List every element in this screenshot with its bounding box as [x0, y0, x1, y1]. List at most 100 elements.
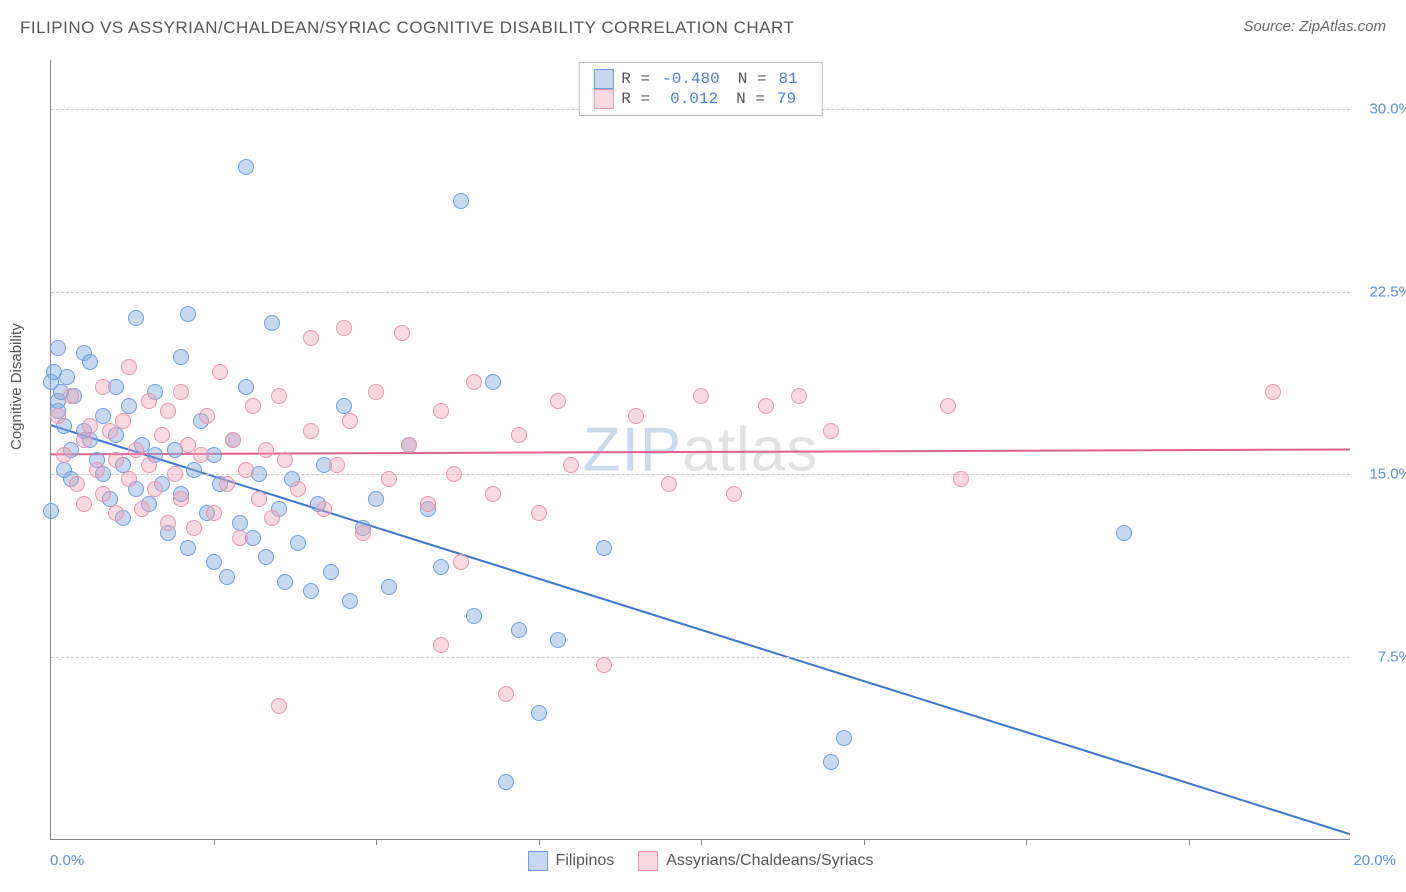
scatter-point: [186, 520, 202, 536]
scatter-point: [791, 388, 807, 404]
scatter-point: [271, 388, 287, 404]
scatter-point: [336, 320, 352, 336]
n-label: N =: [738, 70, 767, 88]
scatter-point: [433, 403, 449, 419]
scatter-point: [186, 462, 202, 478]
scatter-point: [128, 442, 144, 458]
scatter-point: [134, 501, 150, 517]
scatter-point: [277, 452, 293, 468]
x-tick-mark: [214, 839, 215, 845]
scatter-point: [225, 432, 241, 448]
x-tick-mark: [539, 839, 540, 845]
scatter-point: [76, 496, 92, 512]
scatter-point: [108, 452, 124, 468]
scatter-point: [453, 554, 469, 570]
header: FILIPINO VS ASSYRIAN/CHALDEAN/SYRIAC COG…: [20, 18, 1386, 48]
scatter-point: [147, 481, 163, 497]
x-min-label: 0.0%: [50, 852, 84, 869]
scatter-point: [628, 408, 644, 424]
legend-label-assyrians: Assyrians/Chaldeans/Syriacs: [666, 852, 873, 870]
scatter-point: [277, 574, 293, 590]
scatter-point: [173, 491, 189, 507]
scatter-point: [212, 364, 228, 380]
scatter-point: [245, 398, 261, 414]
scatter-point: [43, 503, 59, 519]
x-tick-mark: [1189, 839, 1190, 845]
scatter-point: [121, 398, 137, 414]
scatter-point: [401, 437, 417, 453]
scatter-point: [63, 388, 79, 404]
scatter-point: [836, 730, 852, 746]
scatter-point: [199, 408, 215, 424]
swatch-assyrians: [593, 89, 613, 109]
scatter-point: [180, 306, 196, 322]
scatter-point: [316, 501, 332, 517]
scatter-point: [381, 579, 397, 595]
legend-row-2: R = 0.012 N = 79: [593, 89, 807, 109]
scatter-point: [466, 374, 482, 390]
scatter-point: [95, 486, 111, 502]
swatch-filipinos-bottom: [528, 851, 548, 871]
scatter-point: [232, 530, 248, 546]
scatter-point: [953, 471, 969, 487]
scatter-point: [206, 554, 222, 570]
scatter-point: [355, 525, 371, 541]
y-tick-label: 22.5%: [1357, 283, 1406, 300]
scatter-point: [160, 515, 176, 531]
scatter-point: [76, 432, 92, 448]
scatter-point: [238, 159, 254, 175]
scatter-point: [303, 583, 319, 599]
scatter-point: [258, 442, 274, 458]
scatter-point: [193, 447, 209, 463]
legend-row-1: R = -0.480 N = 81: [593, 69, 807, 89]
scatter-point: [550, 393, 566, 409]
scatter-point: [466, 608, 482, 624]
scatter-point: [498, 686, 514, 702]
scatter-point: [511, 622, 527, 638]
trend-line: [51, 450, 1350, 455]
r-value-1: -0.480: [658, 70, 730, 88]
swatch-filipinos: [593, 69, 613, 89]
correlation-legend: R = -0.480 N = 81 R = 0.012 N = 79: [578, 62, 822, 116]
scatter-point: [290, 481, 306, 497]
scatter-point: [264, 510, 280, 526]
y-tick-label: 7.5%: [1357, 649, 1406, 666]
scatter-point: [940, 398, 956, 414]
scatter-point: [56, 447, 72, 463]
r-value-2: 0.012: [658, 90, 728, 108]
scatter-point: [89, 462, 105, 478]
scatter-point: [264, 315, 280, 331]
scatter-point: [219, 476, 235, 492]
source-label: Source: ZipAtlas.com: [1243, 18, 1386, 35]
scatter-point: [50, 408, 66, 424]
scatter-point: [420, 496, 436, 512]
scatter-point: [550, 632, 566, 648]
scatter-point: [329, 457, 345, 473]
legend-item-filipinos: Filipinos: [528, 851, 615, 871]
legend-item-assyrians: Assyrians/Chaldeans/Syriacs: [638, 851, 873, 871]
scatter-point: [95, 408, 111, 424]
scatter-point: [251, 491, 267, 507]
swatch-assyrians-bottom: [638, 851, 658, 871]
r-label: R =: [621, 70, 650, 88]
scatter-point: [823, 754, 839, 770]
scatter-point: [121, 471, 137, 487]
x-tick-mark: [701, 839, 702, 845]
scatter-point: [154, 427, 170, 443]
scatter-point: [95, 379, 111, 395]
scatter-point: [238, 462, 254, 478]
x-tick-mark: [376, 839, 377, 845]
scatter-point: [271, 698, 287, 714]
x-tick-mark: [864, 839, 865, 845]
scatter-point: [394, 325, 410, 341]
scatter-point: [219, 569, 235, 585]
scatter-point: [693, 388, 709, 404]
scatter-point: [180, 540, 196, 556]
scatter-point: [336, 398, 352, 414]
scatter-point: [1265, 384, 1281, 400]
scatter-point: [823, 423, 839, 439]
scatter-point: [167, 466, 183, 482]
x-max-label: 20.0%: [1353, 852, 1396, 869]
scatter-point: [381, 471, 397, 487]
scatter-point: [563, 457, 579, 473]
